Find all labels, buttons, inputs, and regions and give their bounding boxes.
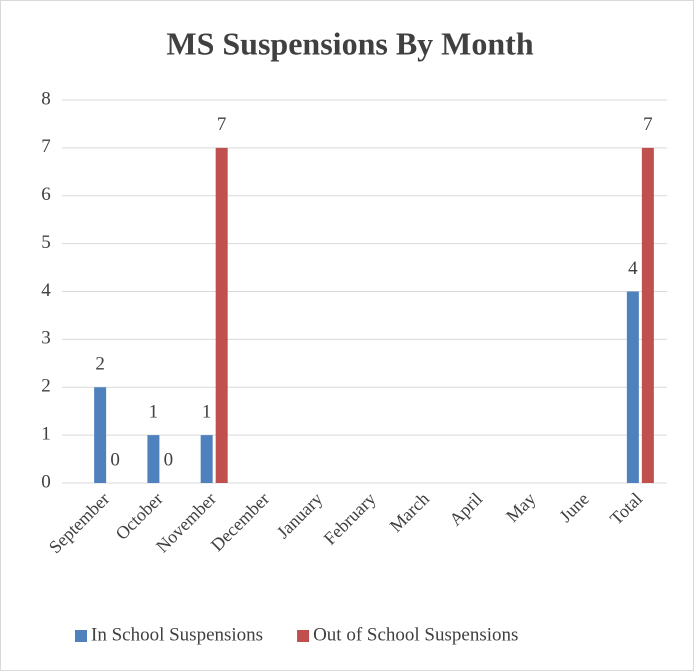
y-tick-label: 0 (41, 471, 51, 492)
bar (147, 435, 160, 483)
y-tick-label: 6 (41, 184, 51, 205)
y-tick-label: 4 (41, 280, 51, 301)
bar (215, 147, 228, 483)
data-label: 4 (628, 258, 638, 279)
data-label: 7 (217, 114, 227, 135)
y-tick-label: 3 (41, 328, 51, 349)
bar (94, 387, 107, 483)
data-label: 0 (164, 449, 174, 470)
y-tick-label: 5 (41, 232, 51, 253)
legend-swatch (75, 630, 87, 642)
bar (641, 147, 654, 483)
y-tick-label: 8 (41, 88, 51, 109)
legend-label: In School Suspensions (91, 624, 263, 645)
y-tick-label: 7 (41, 136, 51, 157)
bar (626, 291, 639, 483)
bar (200, 435, 213, 483)
chart-title: MS Suspensions By Month (166, 25, 533, 61)
data-label: 7 (643, 114, 653, 135)
data-label: 1 (202, 401, 212, 422)
legend-label: Out of School Suspensions (313, 624, 518, 645)
y-tick-label: 1 (41, 423, 51, 444)
data-label: 2 (95, 354, 105, 375)
data-label: 0 (110, 449, 120, 470)
legend-swatch (297, 630, 310, 642)
data-label: 1 (149, 401, 159, 422)
y-tick-label: 2 (41, 376, 51, 397)
